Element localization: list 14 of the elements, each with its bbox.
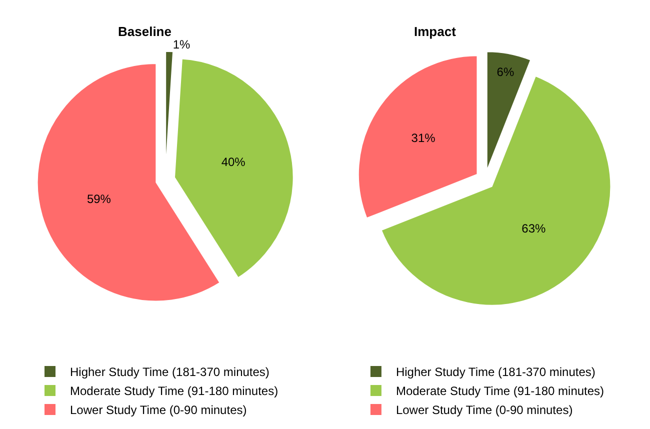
data-label: 40% (221, 155, 246, 170)
data-label: 63% (522, 221, 546, 236)
chart-title: Baseline (118, 24, 172, 39)
legend-label: Moderate Study Time (91-180 minutes) (396, 384, 604, 398)
legend-label: Lower Study Time (0-90 minutes) (396, 403, 573, 418)
legend-label: Higher Study Time (181-370 minutes) (396, 365, 596, 380)
legend-label: Moderate Study Time (91-180 minutes) (70, 384, 278, 398)
data-label: 31% (411, 130, 436, 145)
data-label: 59% (86, 192, 112, 206)
legend-label: Lower Study Time (0-90 minutes) (70, 403, 247, 418)
data-label: 6% (496, 65, 514, 80)
chart-title: Impact (414, 24, 457, 39)
legend-label: Higher Study Time (181-370 minutes) (70, 365, 270, 380)
data-label: 1% (172, 37, 191, 52)
